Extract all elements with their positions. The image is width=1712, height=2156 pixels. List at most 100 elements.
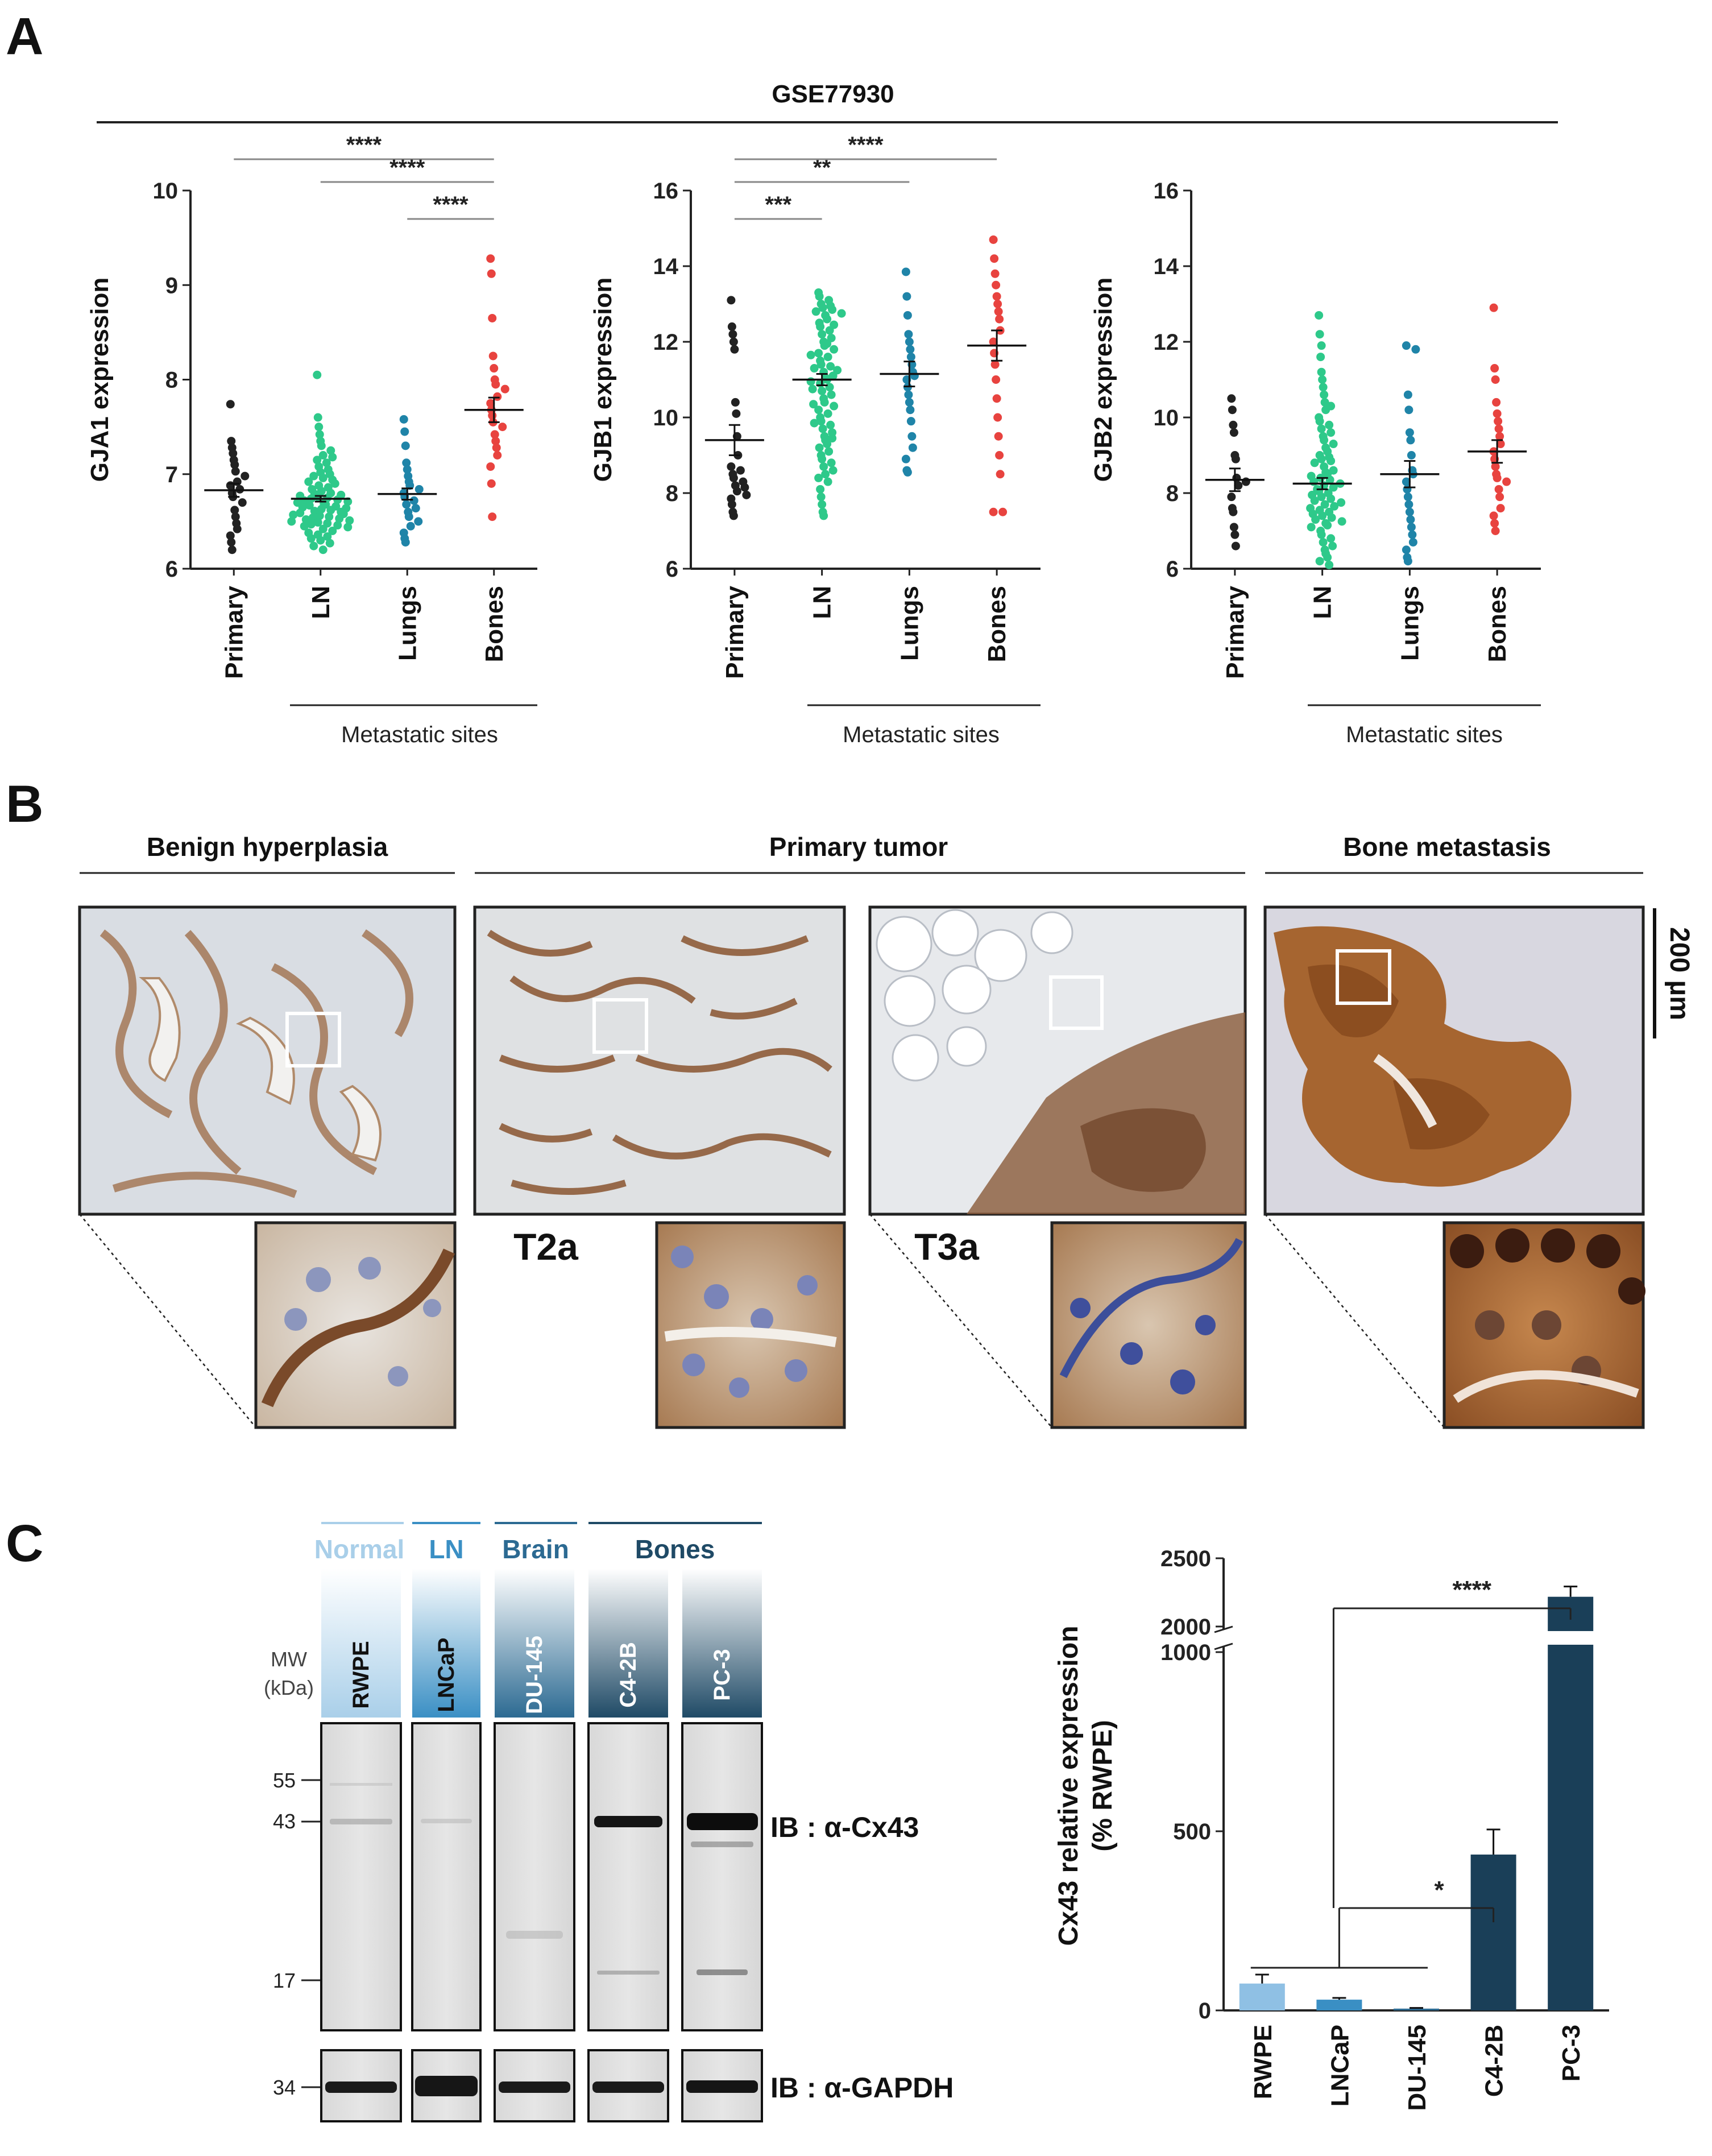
gjb2-point-ln [1307,523,1316,532]
gjb2-point-bones [1493,473,1502,482]
gjb1-point-ln [830,320,839,329]
inset-marker-bone [1336,949,1391,1005]
gja1-point-lungs [402,458,411,467]
gja1-x-tick-label-lungs: Lungs [393,586,421,661]
gjb1-point-lungs [904,390,913,399]
inset-marker-t2a [592,998,648,1054]
gjb2-point-ln [1315,417,1324,426]
gjb2-point-ln [1315,311,1324,320]
gjb1-point-ln [828,466,838,475]
gjb2-point-lungs [1407,451,1416,460]
sig-label-pc3: **** [1453,1576,1492,1604]
gjb2-point-bones [1489,511,1498,520]
lane-label-pc3: PC-3 [710,1649,735,1700]
gja1-point-primary [230,506,239,515]
gjb2-point-ln [1318,511,1327,520]
gja1-point-bones [493,392,502,401]
gjb1-point-ln [810,364,819,373]
inset-bone [1442,1221,1645,1429]
bar-lncap [1316,2000,1362,2010]
gjb2-point-ln [1337,517,1346,526]
gjb2-x-tick-label-bones: Bones [1483,586,1511,662]
gjb2-scatter-plot: 6 8 10 12 14 16 GJB2 expression Primary LN Lungs B… [1089,179,1541,679]
inset-benign [254,1221,457,1429]
gjb2-point-ln [1319,383,1328,392]
gjb2-point-ln [1325,420,1334,429]
stage-label-t2a: T2a [513,1226,579,1268]
gjb1-point-primary [731,398,740,407]
bar-y-tick-label: 0 [1199,1998,1211,2023]
gja1-point-ln [315,430,324,439]
gja1-y-tick-label: 7 [165,462,178,487]
gjb1-x-tick-label-ln: LN [809,586,836,619]
bar-y-tick-label: 2500 [1160,1546,1211,1571]
gjb1-point-ln [818,500,827,509]
gja1-point-primary [231,512,240,522]
gjb2-point-bones [1492,398,1501,407]
gjb1-point-primary [729,511,738,520]
gjb1-point-ln [828,434,837,443]
origin-label-bones: Bones [635,1534,715,1564]
gjb2-point-primary [1227,493,1236,502]
gjb1-y-tick-label: 16 [653,179,679,204]
gjb2-point-ln [1320,390,1329,399]
gjb2-point-lungs [1405,507,1414,516]
mw-marker-17: 17 [273,1969,296,1992]
gja1-point-ln [315,511,324,520]
gja1-point-ln [330,479,339,488]
gapdh-lane-du145 [494,2049,575,2122]
gjb2-point-ln [1317,341,1326,350]
gja1-x-tick-label-bones: Bones [480,586,508,662]
gapdh-lane-rwpe [320,2049,402,2122]
gjb1-point-lungs [903,311,912,320]
gjb1-point-bones [992,375,1001,384]
gjb1-point-ln [823,353,832,362]
gjb2-point-lungs [1405,428,1414,437]
gja1-point-bones [493,451,502,460]
gjb1-x-tick-label-lungs: Lungs [896,586,923,661]
gjb2-y-tick-label: 10 [1154,405,1179,431]
gjb2-y-tick-label: 6 [1166,557,1179,582]
gjb2-point-primary [1231,454,1240,464]
gjb1-point-lungs [904,330,913,339]
blot-label-cx43: IB : α-Cx43 [770,1811,919,1843]
metastatic-bracket-3: Metastatic sites [1308,704,1541,747]
gja1-point-ln [289,510,298,519]
gjb1-point-ln [815,443,824,452]
gja1-point-lungs [414,485,424,494]
gjb2-point-bones [1491,375,1500,384]
gjb1-x-tick-label-bones: Bones [983,586,1011,662]
gja1-point-ln [306,520,316,529]
gjb2-point-ln [1319,537,1328,547]
gjb1-point-primary [730,345,739,354]
gjb1-point-ln [818,424,827,433]
zoom-lines [79,1214,1445,1428]
gjb1-y-tick-label: 14 [653,254,679,279]
gjb2-point-primary [1230,530,1240,539]
gja1-sig-label: **** [346,133,382,158]
gja1-point-ln [309,471,318,481]
bar-y-tick-label: 500 [1173,1819,1211,1844]
bar-rwpe [1239,1983,1285,2010]
gja1-point-primary [238,498,247,507]
gjb2-point-bones [1491,527,1500,535]
gja1-point-primary [230,460,239,469]
gja1-point-lungs [404,512,413,522]
gjb2-point-bones [1495,493,1504,502]
stage-label-t3a: T3a [914,1226,980,1268]
gja1-point-bones [486,254,495,263]
gja1-point-lungs [403,465,412,474]
dataset-title: GSE77930 [772,80,894,108]
gjb2-point-bones [1489,303,1498,312]
gjb1-point-ln [818,386,827,395]
bar-pc-3 [1548,1596,1594,2010]
scale-bar-label: 200 µm [1664,927,1694,1020]
gjb1-point-ln [814,349,823,358]
lane-header-lncap: LNCaP [412,1569,480,1718]
gjb1-point-bones [992,280,1001,289]
gja1-point-ln [323,532,332,541]
gjb2-point-bones [1493,409,1502,418]
gjb1-point-lungs [906,353,915,362]
origin-label-normal: Normal [314,1534,404,1564]
